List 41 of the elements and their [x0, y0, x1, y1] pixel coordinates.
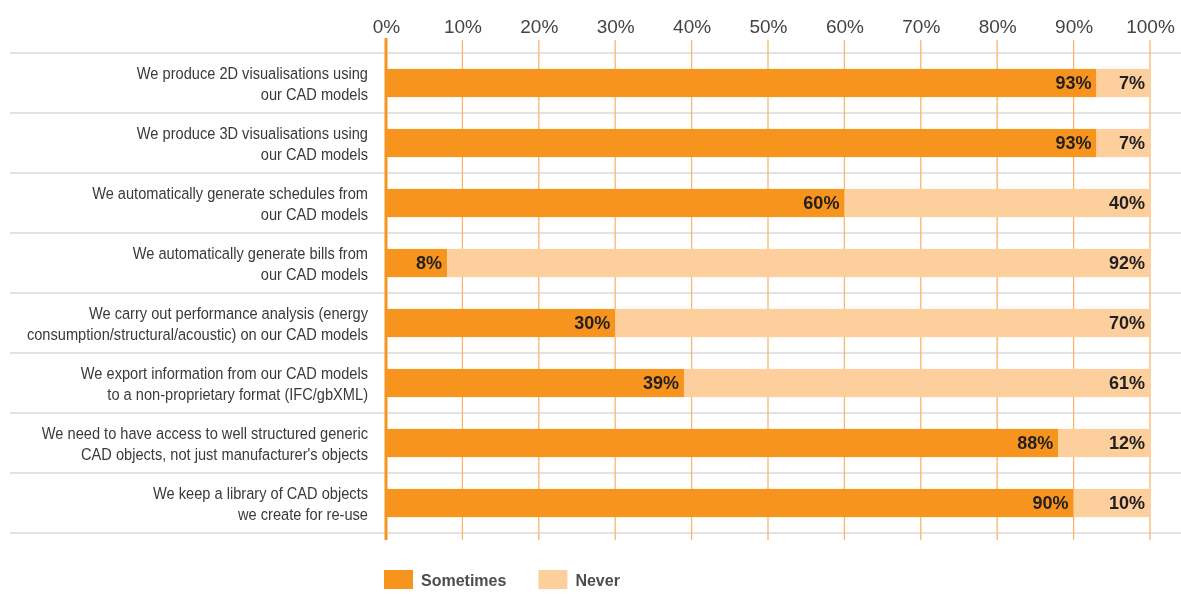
- x-tick-label: 60%: [825, 16, 865, 37]
- x-tick-label: 50%: [749, 16, 788, 37]
- bar: [683, 368, 1150, 398]
- y-tick-label: We keep a library of CAD objects we create for re-use: [153, 483, 369, 523]
- x-tick-label: 20%: [520, 16, 559, 37]
- data-label: 93%: [1055, 133, 1092, 154]
- data-label: 40%: [1108, 193, 1145, 214]
- x-tick-label: 80%: [978, 16, 1017, 37]
- y-tick-label: We carry out performance analysis (energy consumption/structural/acoustic) on our CAD models: [26, 303, 369, 343]
- data-label: 88%: [1017, 433, 1054, 454]
- data-label: 61%: [1108, 373, 1145, 394]
- legend-label: Sometimes: [421, 571, 507, 589]
- x-tick-label: 30%: [596, 16, 635, 37]
- x-tick-label: 90%: [1055, 16, 1094, 37]
- data-label: 10%: [1108, 493, 1145, 514]
- y-tick-label: We produce 2D visualisations using our CAD models: [136, 63, 369, 103]
- data-label: 90%: [1032, 493, 1069, 514]
- x-tick-label: 10%: [443, 16, 483, 37]
- x-tick-label: 0%: [372, 16, 401, 37]
- legend-label: Never: [575, 571, 620, 589]
- data-label: 39%: [642, 373, 679, 394]
- y-tick-label: We export information from our CAD models to a non-proprietary format (IFC/gbXML): [80, 363, 369, 403]
- data-label: 70%: [1108, 313, 1145, 334]
- data-label: 12%: [1108, 433, 1145, 454]
- y-tick-label: We automatically generate bills from our CAD models: [132, 243, 369, 283]
- bar: [844, 188, 1150, 218]
- data-label: 93%: [1055, 73, 1092, 94]
- data-label: 60%: [803, 193, 840, 214]
- y-tick-label: We automatically generate schedules from our CAD models: [92, 183, 369, 223]
- data-label: 8%: [416, 253, 443, 274]
- x-tick-label: 40%: [673, 16, 712, 37]
- y-tick-label: We produce 3D visualisations using our CAD models: [136, 123, 369, 163]
- bar: [615, 308, 1150, 338]
- data-label: 7%: [1118, 133, 1145, 154]
- x-tick-label: 100%: [1126, 16, 1175, 37]
- bar: [447, 248, 1150, 278]
- y-tick-label: We need to have access to well structured generic CAD objects, not just manufacturer's objects: [41, 423, 369, 463]
- x-tick-label: 70%: [902, 16, 941, 37]
- data-label: 92%: [1108, 253, 1145, 274]
- data-label: 30%: [574, 313, 611, 334]
- data-label: 7%: [1118, 73, 1145, 94]
